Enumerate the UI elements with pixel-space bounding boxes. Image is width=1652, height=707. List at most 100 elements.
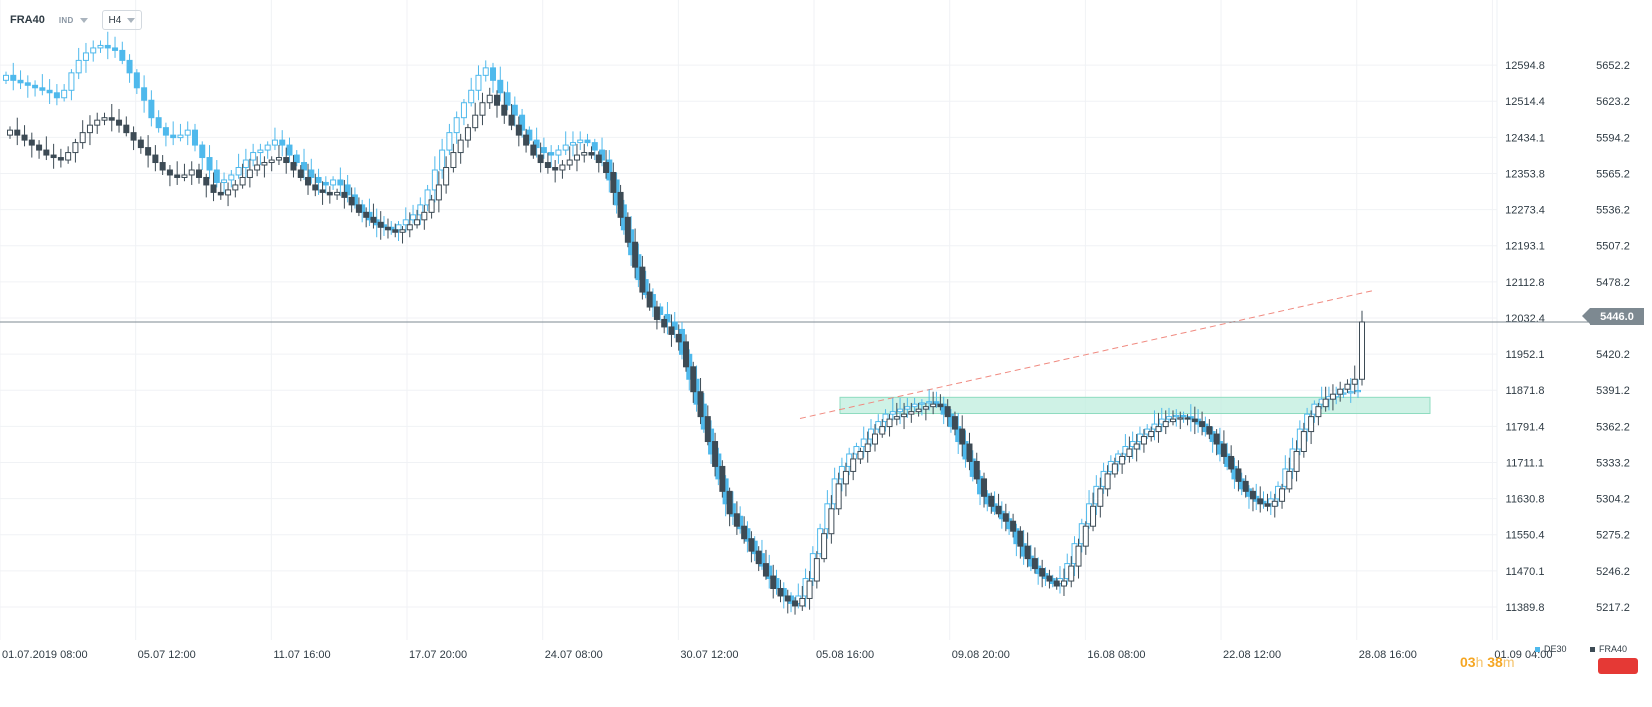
candle-body-de30: [3, 74, 9, 81]
candle-body-fra40: [1024, 545, 1031, 560]
candle-body-de30: [279, 139, 286, 146]
y-tick-label-de30: 11389.8: [1506, 602, 1545, 614]
timeframe-select[interactable]: H4: [101, 10, 143, 30]
candle-body-fra40: [588, 152, 595, 156]
candle-body-fra40: [377, 221, 384, 228]
candle-body-fra40: [1075, 545, 1082, 567]
candle-body-de30: [933, 401, 940, 405]
candle-body-de30: [482, 67, 489, 76]
candle-body-fra40: [305, 176, 312, 186]
candle-body-fra40: [1162, 421, 1169, 428]
candle-body-de30: [10, 74, 17, 81]
candle-body-fra40: [1002, 513, 1009, 522]
candle-body-fra40: [937, 403, 944, 408]
candle-body-de30: [126, 59, 133, 74]
candle-body-fra40: [1140, 436, 1147, 445]
x-tick-label: 05.08 16:00: [816, 649, 874, 661]
candle-body-fra40: [988, 495, 995, 507]
candle-body-fra40: [639, 266, 646, 293]
candle-body-fra40: [1206, 426, 1213, 435]
candle-body-fra40: [101, 117, 108, 121]
candle-body-fra40: [1046, 575, 1053, 582]
candle-body-de30: [504, 92, 511, 106]
candle-body-de30: [853, 446, 860, 455]
candle-body-de30: [191, 129, 198, 146]
candle-body-fra40: [922, 406, 929, 410]
y-tick-label-de30: 11630.8: [1506, 494, 1545, 506]
symbol-label[interactable]: FRA40: [10, 14, 45, 26]
y-tick-label-fra40: 5507.2: [1596, 241, 1630, 253]
candle-body-fra40: [683, 341, 689, 368]
candle-body-fra40: [225, 189, 232, 196]
x-tick-label: 28.08 16:00: [1359, 649, 1417, 661]
alert-badge[interactable]: [1598, 658, 1638, 674]
candle-body-fra40: [116, 119, 123, 126]
candle-body-de30: [32, 84, 39, 89]
y-tick-label-de30: 12193.1: [1505, 241, 1545, 253]
candle-body-de30: [286, 144, 293, 156]
legend-item-fra40[interactable]: FRA40: [1590, 644, 1627, 654]
x-tick-label: 11.07 16:00: [273, 649, 330, 661]
candle-body-fra40: [1344, 383, 1351, 390]
y-tick-label-de30: 12032.4: [1505, 313, 1545, 325]
candle-body-de30: [141, 87, 148, 101]
chart-toolbar: FRA40 IND H4: [10, 10, 143, 30]
candle-body-fra40: [370, 216, 377, 223]
candle-body-fra40: [544, 162, 551, 169]
candle-body-de30: [548, 152, 555, 156]
candle-body-fra40: [348, 196, 355, 206]
candle-body-fra40: [1010, 520, 1017, 532]
candle-body-fra40: [726, 490, 733, 515]
timeframe-label: H4: [108, 14, 122, 26]
resistance-zone: [839, 396, 1431, 415]
candle-body-fra40: [1111, 463, 1118, 475]
candle-body-fra40: [930, 403, 937, 408]
candle-body-de30: [860, 438, 867, 448]
candle-body-fra40: [864, 443, 871, 452]
candle-body-fra40: [195, 169, 202, 178]
candle-body-fra40: [334, 191, 341, 196]
candle-body-de30: [490, 67, 497, 81]
y-tick-label-fra40: 5304.2: [1596, 494, 1630, 506]
candle-body-fra40: [108, 117, 115, 121]
y-tick-label-de30: 11550.4: [1506, 530, 1545, 542]
candle-body-de30: [221, 179, 228, 183]
candle-body-de30: [882, 413, 889, 423]
candle-body-fra40: [770, 575, 777, 590]
candle-body-fra40: [1279, 488, 1286, 502]
candle-body-fra40: [966, 443, 973, 462]
candle-body-de30: [562, 144, 569, 151]
candle-body-de30: [344, 184, 351, 196]
candle-body-fra40: [457, 139, 464, 154]
candle-body-fra40: [1242, 480, 1249, 492]
candle-body-fra40: [174, 174, 181, 178]
candle-body-fra40: [7, 129, 13, 136]
candle-body-fra40: [57, 157, 64, 161]
candle-body-fra40: [428, 199, 435, 213]
candle-body-fra40: [217, 191, 224, 196]
candle-body-fra40: [1017, 530, 1024, 547]
candle-body-de30: [184, 129, 191, 136]
candle-body-fra40: [36, 144, 43, 151]
legend-item-de30[interactable]: DE30: [1535, 644, 1567, 654]
candle-body-fra40: [748, 538, 755, 552]
indicators-button[interactable]: IND: [53, 16, 94, 25]
candle-body-fra40: [1264, 503, 1271, 507]
candle-body-fra40: [1148, 431, 1155, 438]
candle-body-fra40: [1177, 417, 1184, 420]
candle-body-fra40: [384, 226, 391, 231]
candle-body-de30: [395, 224, 402, 231]
candle-body-fra40: [559, 164, 566, 171]
candle-body-de30: [119, 49, 126, 61]
candle-body-fra40: [1104, 473, 1111, 490]
candle-body-fra40: [79, 132, 86, 144]
candle-body-fra40: [1300, 431, 1307, 452]
candle-body-fra40: [1097, 488, 1104, 507]
current-price-badge: 5446.0: [1582, 308, 1644, 325]
candle-body-fra40: [501, 104, 508, 116]
candle-body-de30: [199, 144, 206, 159]
candle-body-fra40: [806, 580, 813, 599]
legend-label-de30: DE30: [1544, 644, 1567, 654]
candle-body-fra40: [610, 171, 617, 193]
